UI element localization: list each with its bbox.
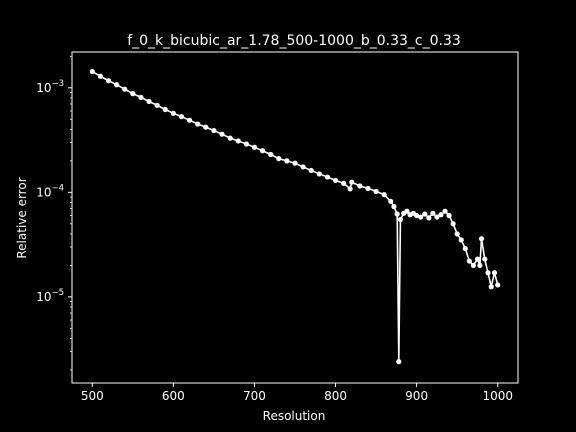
data-point xyxy=(381,192,387,198)
chart-title: f_0_k_bicubic_ar_1.78_500-1000_b_0.33_c_… xyxy=(127,33,461,49)
y-axis-label: Relative error xyxy=(15,177,29,258)
data-point xyxy=(292,160,298,166)
data-point xyxy=(186,117,193,123)
data-point xyxy=(251,144,258,150)
data-point xyxy=(388,198,394,204)
data-point xyxy=(391,204,397,210)
data-point xyxy=(438,212,444,218)
series-line xyxy=(91,70,499,362)
data-point xyxy=(89,68,95,75)
series-markers xyxy=(89,68,501,365)
data-point xyxy=(349,179,355,185)
data-point xyxy=(138,94,144,100)
y-tick-label: 10−5 xyxy=(36,288,64,304)
x-axis-label: Resolution xyxy=(263,409,326,423)
data-point xyxy=(178,114,185,120)
data-point xyxy=(162,106,168,113)
y-tick-label: 10−3 xyxy=(36,79,64,95)
data-point xyxy=(404,208,410,214)
data-point xyxy=(434,214,440,220)
data-point xyxy=(97,73,103,79)
data-point xyxy=(324,174,331,180)
x-tick-label: 800 xyxy=(324,389,347,403)
data-point xyxy=(462,245,468,252)
data-point xyxy=(211,127,217,134)
x-tick-label: 500 xyxy=(81,389,104,403)
data-point xyxy=(478,236,485,242)
data-point xyxy=(227,135,233,141)
y-tick-label: 10−4 xyxy=(36,183,64,199)
data-point xyxy=(454,231,460,237)
data-point xyxy=(357,183,363,189)
data-point xyxy=(130,90,136,97)
y-axis: 10−3 10−4 10−5 xyxy=(36,55,72,371)
data-point xyxy=(422,211,428,217)
data-point xyxy=(203,124,209,130)
data-point xyxy=(341,180,347,186)
data-point xyxy=(284,158,290,164)
data-point xyxy=(450,221,456,227)
data-point xyxy=(235,138,241,144)
data-point xyxy=(495,282,501,288)
data-point xyxy=(195,121,201,127)
data-point xyxy=(430,210,436,216)
data-point xyxy=(458,237,464,243)
data-point xyxy=(268,151,274,158)
data-point xyxy=(477,262,483,269)
data-point xyxy=(485,270,491,276)
x-tick-label: 700 xyxy=(243,389,266,403)
plot-frame xyxy=(71,51,519,384)
data-point xyxy=(482,256,488,262)
data-point xyxy=(259,148,266,154)
data-point xyxy=(316,171,322,177)
data-point xyxy=(470,262,476,269)
data-point xyxy=(332,177,339,184)
x-tick-label: 600 xyxy=(162,389,185,403)
data-point xyxy=(308,167,314,174)
data-point xyxy=(418,214,424,220)
data-point xyxy=(426,215,432,221)
data-point xyxy=(442,208,448,214)
data-point xyxy=(397,216,404,223)
data-point xyxy=(414,212,420,219)
data-point xyxy=(122,86,128,92)
data-point xyxy=(105,78,112,84)
data-point xyxy=(394,211,400,217)
data-point xyxy=(219,131,225,137)
data-point xyxy=(466,258,472,264)
data-point xyxy=(243,141,249,147)
data-point xyxy=(170,110,176,116)
data-point xyxy=(300,164,306,170)
data-point xyxy=(347,186,353,192)
data-point xyxy=(373,188,379,195)
data-point xyxy=(491,270,498,276)
x-tick-label: 900 xyxy=(405,389,428,403)
data-point xyxy=(488,284,494,290)
data-point xyxy=(474,256,481,262)
data-point xyxy=(446,212,452,219)
x-tick-label: 1000 xyxy=(482,389,513,403)
data-point xyxy=(365,185,371,192)
x-axis: 500 600 700 800 900 1000 xyxy=(81,383,513,403)
data-point xyxy=(396,359,402,365)
data-point xyxy=(146,98,152,105)
data-point xyxy=(154,102,160,108)
data-point xyxy=(114,82,120,88)
data-point xyxy=(276,156,282,162)
